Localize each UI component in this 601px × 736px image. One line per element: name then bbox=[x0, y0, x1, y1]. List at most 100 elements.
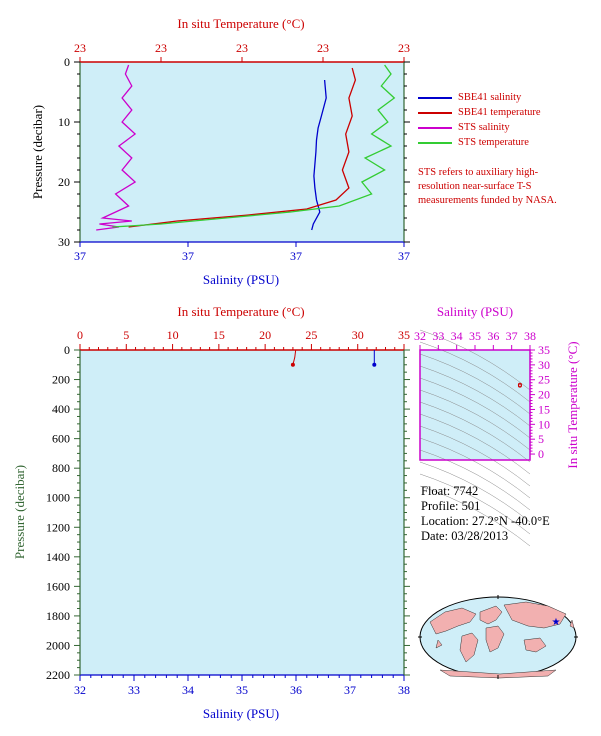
y-tick-label: 1000 bbox=[46, 491, 70, 505]
top-tick-label: 23 bbox=[236, 41, 248, 55]
upper-bottom-axis-label: Salinity (PSU) bbox=[203, 272, 279, 287]
density-contour bbox=[419, 353, 531, 415]
density-contour bbox=[419, 437, 531, 499]
density-contour bbox=[419, 473, 531, 535]
bottom-tick-label: 32 bbox=[74, 683, 86, 697]
bottom-tick-label: 35 bbox=[236, 683, 248, 697]
float-info: Float: 7742 Profile: 501 Location: 27.2°… bbox=[421, 484, 550, 544]
y-tick-label: 20 bbox=[58, 175, 70, 189]
legend-label: SBE41 temperature bbox=[458, 107, 541, 118]
upper-top-axis-label: In situ Temperature (°C) bbox=[177, 16, 304, 31]
legend-item: STS temperature bbox=[418, 135, 541, 150]
bottom-tick-label: 34 bbox=[182, 683, 194, 697]
ts-right-tick-label: 15 bbox=[538, 402, 550, 416]
top-tick-label: 30 bbox=[352, 328, 364, 342]
top-tick-label: 23 bbox=[155, 41, 167, 55]
density-contour bbox=[419, 329, 531, 391]
upper-panel: 23 23 23 23 23 37 37 37 37 0 10 20 30 In situ Temper… bbox=[30, 16, 410, 287]
ts-series bbox=[517, 382, 522, 388]
ts-right-tick-label: 25 bbox=[538, 373, 550, 387]
ts-top-tick-label: 34 bbox=[451, 329, 463, 343]
legend-swatch bbox=[418, 96, 452, 99]
legend-swatch bbox=[418, 126, 452, 129]
sts-note: STS refers to auxiliary high-resolution … bbox=[418, 167, 557, 206]
ts-right-tick-label: 20 bbox=[538, 388, 550, 402]
top-tick-label: 20 bbox=[259, 328, 271, 342]
top-tick-label: 23 bbox=[74, 41, 86, 55]
density-contour bbox=[419, 389, 531, 451]
legend-label: STS temperature bbox=[458, 137, 529, 148]
ts-right-tick-label: 0 bbox=[538, 447, 544, 461]
y-tick-label: 400 bbox=[52, 402, 70, 416]
y-tick-label: 200 bbox=[52, 373, 70, 387]
lower-panel: 0 5 10 15 20 25 30 35 32 33 34 35 36 37 38 0 200 400 600 80… bbox=[12, 304, 410, 721]
upper-ticks: 23 23 23 23 23 37 37 37 37 0 10 20 30 bbox=[58, 41, 410, 263]
density-contour bbox=[419, 401, 531, 463]
ts-top-tick-label: 35 bbox=[469, 329, 481, 343]
map-land bbox=[429, 601, 575, 679]
upper-plot-area bbox=[80, 62, 404, 242]
ts-right-tick-label: 5 bbox=[538, 432, 544, 446]
density-contour bbox=[419, 377, 531, 439]
bottom-tick-label: 37 bbox=[344, 683, 356, 697]
float-id: Float: 7742 bbox=[421, 484, 479, 498]
float-location-star-icon: ★ bbox=[552, 617, 561, 628]
temperature-line bbox=[292, 349, 297, 365]
upper-y-axis-label: Pressure (decibar) bbox=[30, 105, 45, 199]
y-tick-label: 800 bbox=[52, 461, 70, 475]
bottom-tick-label: 37 bbox=[398, 249, 410, 263]
y-tick-label: 1600 bbox=[46, 579, 70, 593]
y-tick-label: 2200 bbox=[46, 668, 70, 682]
bottom-tick-label: 37 bbox=[74, 249, 86, 263]
y-tick-label: 0 bbox=[64, 343, 70, 357]
y-tick-label: 1800 bbox=[46, 609, 70, 623]
top-tick-label: 25 bbox=[305, 328, 317, 342]
bottom-tick-label: 38 bbox=[398, 683, 410, 697]
ts-top-tick-label: 36 bbox=[487, 329, 499, 343]
legend-swatch bbox=[418, 141, 452, 144]
lower-series bbox=[290, 349, 377, 367]
ts-top-tick-label: 37 bbox=[506, 329, 518, 343]
bottom-tick-label: 37 bbox=[182, 249, 194, 263]
world-map: ★ bbox=[418, 595, 578, 679]
y-tick-label: 600 bbox=[52, 432, 70, 446]
density-contour bbox=[419, 425, 531, 487]
series-line bbox=[112, 64, 396, 228]
profile-number: Profile: 501 bbox=[421, 499, 481, 513]
y-tick-label: 1200 bbox=[46, 520, 70, 534]
upper-series bbox=[96, 64, 396, 231]
ts-right-axis-label: In situ Temperature (°C) bbox=[565, 341, 580, 468]
ts-contours bbox=[419, 329, 531, 547]
ts-top-tick-label: 32 bbox=[414, 329, 426, 343]
y-tick-label: 0 bbox=[64, 55, 70, 69]
profile-date: Date: 03/28/2013 bbox=[421, 529, 509, 543]
ts-plot-area bbox=[420, 350, 530, 460]
lower-ticks: 0 5 10 15 20 25 30 35 32 33 34 35 36 37 38 0 200 400 600 80… bbox=[46, 328, 410, 697]
series-line bbox=[311, 79, 327, 231]
density-contour bbox=[419, 341, 531, 403]
density-contour bbox=[419, 485, 531, 547]
upper-legend: SBE41 salinity SBE41 temperature STS sal… bbox=[418, 90, 541, 150]
ts-top-axis-label: Salinity (PSU) bbox=[437, 304, 513, 319]
top-tick-label: 23 bbox=[317, 41, 329, 55]
y-tick-label: 10 bbox=[58, 115, 70, 129]
density-contour bbox=[419, 365, 531, 427]
bottom-tick-label: 36 bbox=[290, 683, 302, 697]
top-tick-label: 5 bbox=[123, 328, 129, 342]
ts-top-tick-label: 33 bbox=[432, 329, 444, 343]
legend-item: SBE41 salinity bbox=[418, 90, 541, 105]
top-tick-label: 23 bbox=[398, 41, 410, 55]
legend-swatch bbox=[418, 111, 452, 114]
density-contour bbox=[419, 461, 531, 523]
y-tick-label: 30 bbox=[58, 235, 70, 249]
density-contour bbox=[419, 413, 531, 475]
y-tick-label: 1400 bbox=[46, 550, 70, 564]
top-tick-label: 10 bbox=[167, 328, 179, 342]
bottom-tick-label: 37 bbox=[290, 249, 302, 263]
lower-plot-area bbox=[80, 350, 404, 675]
legend-label: SBE41 salinity bbox=[458, 92, 522, 103]
series-line bbox=[128, 67, 357, 228]
